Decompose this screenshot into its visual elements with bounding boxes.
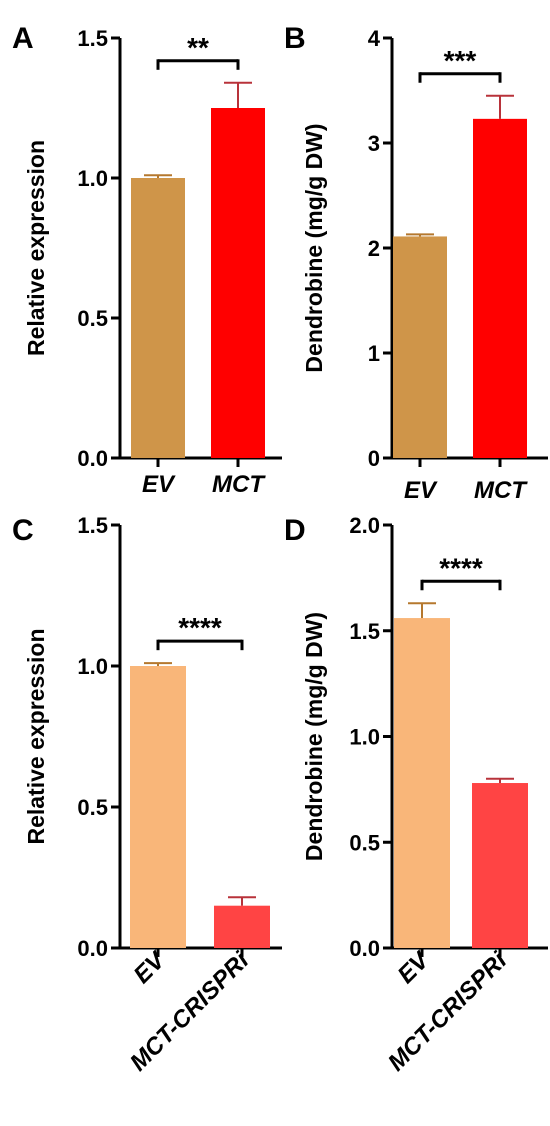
bar bbox=[211, 108, 265, 458]
panel-letter: A bbox=[12, 22, 34, 55]
x-category-label: EV bbox=[142, 471, 176, 498]
y-tick-label: 0.0 bbox=[349, 936, 380, 961]
panel-letter: B bbox=[284, 22, 306, 55]
bar bbox=[131, 178, 185, 458]
chart-panel-a: A Relative expression 0.0 0.5 1.0 1.5 EV MCT ** bbox=[12, 22, 282, 498]
y-axis-label: Relative expression bbox=[23, 628, 49, 844]
x-category-label: MCT bbox=[212, 471, 266, 498]
y-tick-label: 0.5 bbox=[349, 830, 380, 855]
y-tick-label: 0.5 bbox=[77, 795, 108, 820]
y-tick-label: 1 bbox=[368, 341, 380, 366]
y-tick-label: 0.0 bbox=[77, 936, 108, 961]
bar bbox=[473, 118, 527, 458]
x-category-label: MCT bbox=[474, 477, 528, 504]
bar bbox=[394, 618, 450, 948]
y-tick-label: 3 bbox=[368, 131, 380, 156]
significance-label: **** bbox=[439, 552, 483, 583]
significance-label: ** bbox=[187, 32, 209, 63]
y-tick-label: 2.0 bbox=[349, 513, 380, 538]
x-category-label: EV bbox=[393, 946, 436, 989]
significance-label: **** bbox=[178, 612, 222, 643]
y-tick-label: 4 bbox=[368, 26, 381, 51]
y-tick-label: 1.0 bbox=[77, 166, 108, 191]
panel-letter: D bbox=[284, 514, 306, 547]
significance-label: *** bbox=[444, 45, 477, 76]
y-tick-label: 0 bbox=[368, 446, 380, 471]
y-tick-label: 1.5 bbox=[77, 513, 108, 538]
y-tick-label: 0.5 bbox=[77, 306, 108, 331]
panel-letter: C bbox=[12, 514, 34, 547]
y-axis-label: Dendrobine (mg/g DW) bbox=[301, 612, 327, 861]
y-tick-label: 1.0 bbox=[349, 725, 380, 750]
bar bbox=[214, 905, 270, 948]
y-tick-label: 2 bbox=[368, 236, 380, 261]
y-axis-label: Dendrobine (mg/g DW) bbox=[301, 123, 327, 372]
y-axis-label: Relative expression bbox=[23, 140, 49, 356]
y-tick-label: 1.5 bbox=[77, 26, 108, 51]
y-tick-label: 1.5 bbox=[349, 619, 380, 644]
chart-panel-b: B Dendrobine (mg/g DW) 0 1 2 3 4 EV MCT *** bbox=[284, 22, 548, 504]
bar bbox=[472, 783, 528, 948]
y-tick-label: 0.0 bbox=[77, 446, 108, 471]
bar bbox=[393, 236, 447, 458]
x-category-label: EV bbox=[129, 946, 172, 989]
bar bbox=[130, 666, 186, 948]
x-category-label: EV bbox=[404, 477, 438, 504]
y-tick-label: 1.0 bbox=[77, 654, 108, 679]
